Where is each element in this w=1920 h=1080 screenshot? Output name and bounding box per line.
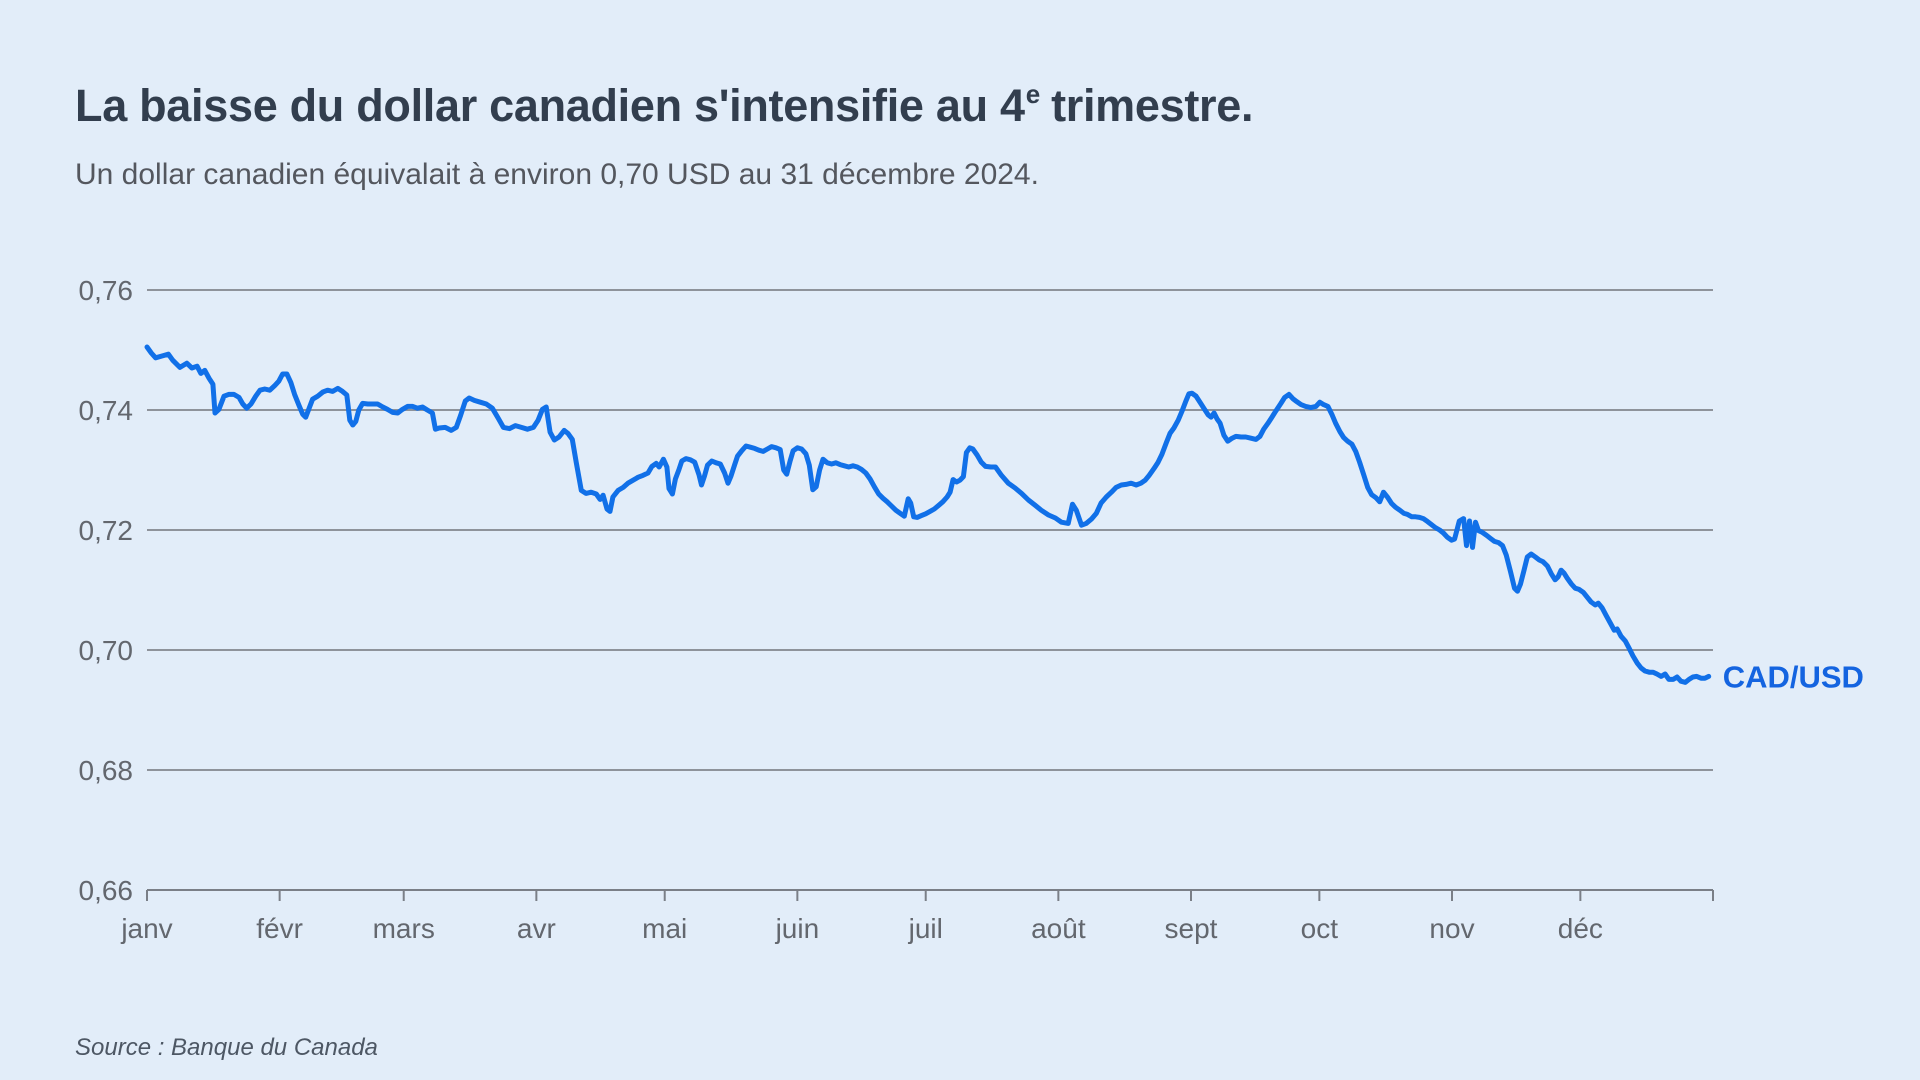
y-axis-label: 0,76 [79, 275, 134, 306]
title-superscript: e [1025, 79, 1040, 110]
x-axis-label: oct [1301, 913, 1339, 944]
x-axis-label: avr [517, 913, 556, 944]
x-axis-label: janv [120, 913, 172, 944]
series-label: CAD/USD [1723, 659, 1864, 694]
y-axis-label: 0,72 [79, 515, 134, 546]
x-axis-label: mars [373, 913, 435, 944]
x-axis-label: mai [642, 913, 687, 944]
x-axis-label: juil [908, 913, 943, 944]
price-line [144, 344, 1712, 685]
x-axis-label: déc [1558, 913, 1603, 944]
x-axis-label: août [1031, 913, 1086, 944]
y-axis-label: 0,74 [79, 395, 134, 426]
title-text: La baisse du dollar canadien s'intensifi… [75, 80, 1025, 132]
y-axis-label: 0,66 [79, 875, 134, 906]
chart-subtitle: Un dollar canadien équivalait à environ … [75, 158, 1039, 191]
x-axis-label: juin [775, 913, 820, 944]
source-note: Source : Banque du Canada [75, 1034, 378, 1061]
title-suffix: trimestre. [1038, 80, 1254, 132]
y-axis-label: 0,70 [79, 635, 134, 666]
y-axis-label: 0,68 [79, 755, 134, 786]
x-axis-label: févr [256, 913, 303, 944]
x-axis-label: nov [1429, 913, 1474, 944]
page-title: La baisse du dollar canadien s'intensifi… [75, 79, 1254, 132]
x-axis-label: sept [1165, 913, 1218, 944]
